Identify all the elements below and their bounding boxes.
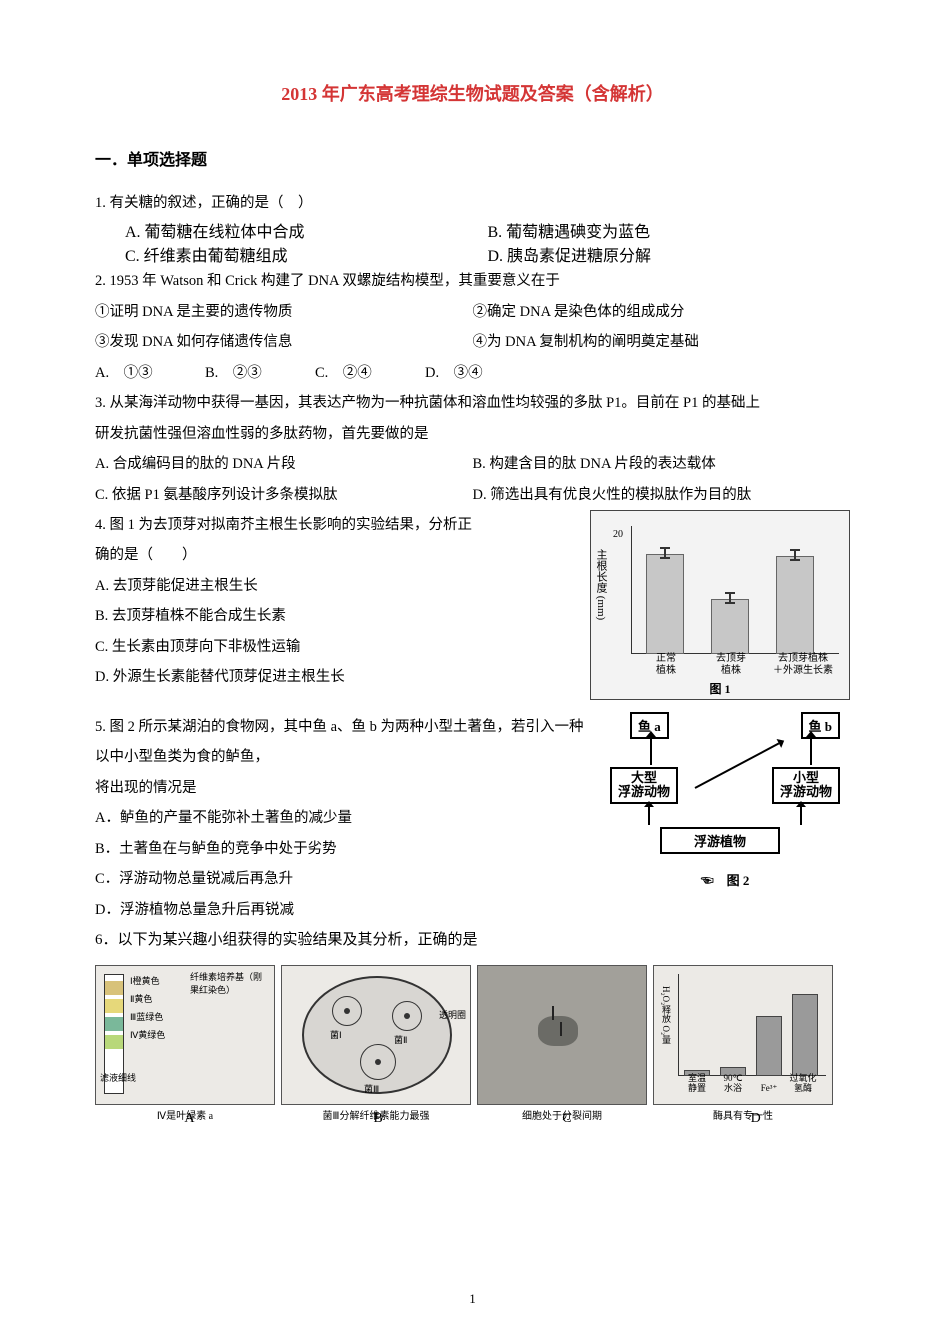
- q1-opt-b: B. 葡萄糖遇碘变为蓝色: [488, 218, 851, 242]
- q3-opt-b: B. 构建含目的肽 DNA 片段的表达载体: [473, 449, 851, 479]
- pb-c3: 菌Ⅲ: [364, 1082, 379, 1095]
- q4-stem1: 4. 图 1 为去顶芽对拟南芥主根生长影响的实验结果，分析正: [95, 510, 580, 540]
- q2-opt-a: A. ①③: [95, 358, 205, 388]
- pb-c1: 菌Ⅰ: [330, 1028, 342, 1041]
- pa-l4: Ⅳ黄绿色: [130, 1030, 165, 1042]
- q2-opt-d: D. ③④: [425, 358, 535, 388]
- q6-panel-row: Ⅰ橙黄色 Ⅱ黄色 Ⅲ蓝绿色 Ⅳ黄绿色 滤液细线 纤维素培养基（刚果红染色） Ⅳ是…: [95, 965, 850, 1105]
- fig1-x2: 去顶芽植株: [701, 653, 761, 677]
- q5-line2: 将出现的情况是: [95, 773, 590, 803]
- q2-s2: ②确定 DNA 是染色体的组成成分: [473, 297, 851, 327]
- q1-opt-c: C. 纤维素由葡萄糖组成: [125, 242, 488, 266]
- pa-side: 滤液细线: [100, 1071, 136, 1084]
- pc-caption: 细胞处于分裂间期: [478, 1107, 646, 1122]
- q6-panel-c: 细胞处于分裂间期: [477, 965, 647, 1105]
- net-big-zoo: 大型浮游动物: [610, 767, 678, 804]
- pd-ylabel: H₂O₂释放 O₂量: [660, 986, 673, 1044]
- pa-top: 纤维素培养基（刚果红染色）: [190, 970, 270, 996]
- figure-2-food-web: 鱼 a 鱼 b 大型浮游动物 小型浮游动物 浮游植物 ☜ 图 2: [600, 712, 850, 897]
- fig1-x1: 正常植株: [636, 653, 696, 677]
- pd-caption: 酶具有专一性: [654, 1107, 832, 1122]
- q5-opt-b: B．土著鱼在与鲈鱼的竞争中处于劣势: [95, 834, 590, 864]
- q2-s1: ①证明 DNA 是主要的遗传物质: [95, 297, 473, 327]
- q4-opt-d: D. 外源生长素能替代顶芽促进主根生长: [95, 662, 580, 692]
- q4-opt-c: C. 生长素由顶芽向下非极性运输: [95, 632, 580, 662]
- q3-line2: 研发抗菌性强但溶血性弱的多肽药物，首先要做的是: [95, 419, 850, 449]
- pb-halo: 透明圈: [439, 1008, 466, 1021]
- q1-opt-a: A. 葡萄糖在线粒体中合成: [125, 218, 488, 242]
- pa-l3: Ⅲ蓝绿色: [130, 1012, 163, 1024]
- fig2-caption: ☜ 图 2: [600, 870, 850, 889]
- q5-opt-a: A．鲈鱼的产量不能弥补土著鱼的减少量: [95, 803, 590, 833]
- q4-opt-a: A. 去顶芽能促进主根生长: [95, 571, 580, 601]
- q6-panel-b: 菌Ⅰ 菌Ⅱ 菌Ⅲ 透明圈 菌Ⅲ分解纤维素能力最强: [281, 965, 471, 1105]
- q6-panel-a: Ⅰ橙黄色 Ⅱ黄色 Ⅲ蓝绿色 Ⅳ黄绿色 滤液细线 纤维素培养基（刚果红染色） Ⅳ是…: [95, 965, 275, 1105]
- fig1-caption: 图 1: [591, 680, 849, 697]
- fig1-ytick: 20: [613, 529, 623, 540]
- q1-stem: 1. 有关糖的叙述，正确的是（ ）: [95, 188, 850, 218]
- pa-l1: Ⅰ橙黄色: [130, 976, 160, 988]
- q2-opt-b: B. ②③: [205, 358, 315, 388]
- pb-c2: 菌Ⅱ: [394, 1033, 407, 1046]
- q6-panel-d: H₂O₂释放 O₂量 室温静置 90℃水浴 Fe³⁺ 过氧化氢酶 酶具有专一性: [653, 965, 833, 1105]
- q6-stem: 6．以下为某兴趣小组获得的实验结果及其分析，正确的是: [95, 925, 850, 957]
- q4-opt-b: B. 去顶芽植株不能合成生长素: [95, 601, 580, 631]
- q3-opt-d: D. 筛选出具有优良火性的模拟肽作为目的肽: [473, 480, 851, 510]
- pb-caption: 菌Ⅲ分解纤维素能力最强: [282, 1107, 470, 1122]
- q2-s3: ③发现 DNA 如何存储遗传信息: [95, 327, 473, 357]
- q1-opt-d: D. 胰岛素促进糖原分解: [488, 242, 851, 266]
- q5-opt-c: C．浮游动物总量锐减后再急升: [95, 864, 590, 894]
- fig1-x3: 去顶芽植株＋外源生长素: [763, 653, 843, 677]
- net-phyto: 浮游植物: [660, 827, 780, 854]
- q2-opt-c: C. ②④: [315, 358, 425, 388]
- section-header: 一．单项选择题: [95, 146, 850, 170]
- q3-line1: 3. 从某海洋动物中获得一基因，其表达产物为一种抗菌体和溶血性均较强的多肽 P1…: [95, 388, 850, 418]
- q3-opt-a: A. 合成编码目的肽的 DNA 片段: [95, 449, 473, 479]
- net-small-zoo: 小型浮游动物: [772, 767, 840, 804]
- q5-line1: 5. 图 2 所示某湖泊的食物网，其中鱼 a、鱼 b 为两种小型土著鱼，若引入一…: [95, 712, 590, 773]
- page-title: 2013 年广东高考理综生物试题及答案（含解析）: [95, 80, 850, 106]
- fig1-ylabel: 主根长度 (mm): [593, 549, 609, 620]
- q5-opt-d: D．浮游植物总量急升后再锐减: [95, 895, 590, 925]
- pd-x3: Fe³⁺: [752, 1084, 786, 1094]
- pd-x2: 90℃水浴: [716, 1074, 750, 1094]
- page-number: 1: [0, 1291, 945, 1307]
- pd-x1: 室温静置: [680, 1074, 714, 1094]
- q3-opt-c: C. 依据 P1 氨基酸序列设计多条模拟肽: [95, 480, 473, 510]
- figure-1-bar-chart: 主根长度 (mm) 20 正常植株 去顶芽植株 去顶芽植株＋外源生长素 图 1: [590, 510, 850, 700]
- pd-x4: 过氧化氢酶: [786, 1074, 820, 1094]
- q4-stem2: 确的是（ ）: [95, 540, 580, 570]
- pa-note: Ⅳ是叶绿素 a: [96, 1107, 274, 1122]
- q2-stem: 2. 1953 年 Watson 和 Crick 构建了 DNA 双螺旋结构模型…: [95, 266, 850, 296]
- q2-s4: ④为 DNA 复制机构的阐明奠定基础: [473, 327, 851, 357]
- pa-l2: Ⅱ黄色: [130, 994, 152, 1006]
